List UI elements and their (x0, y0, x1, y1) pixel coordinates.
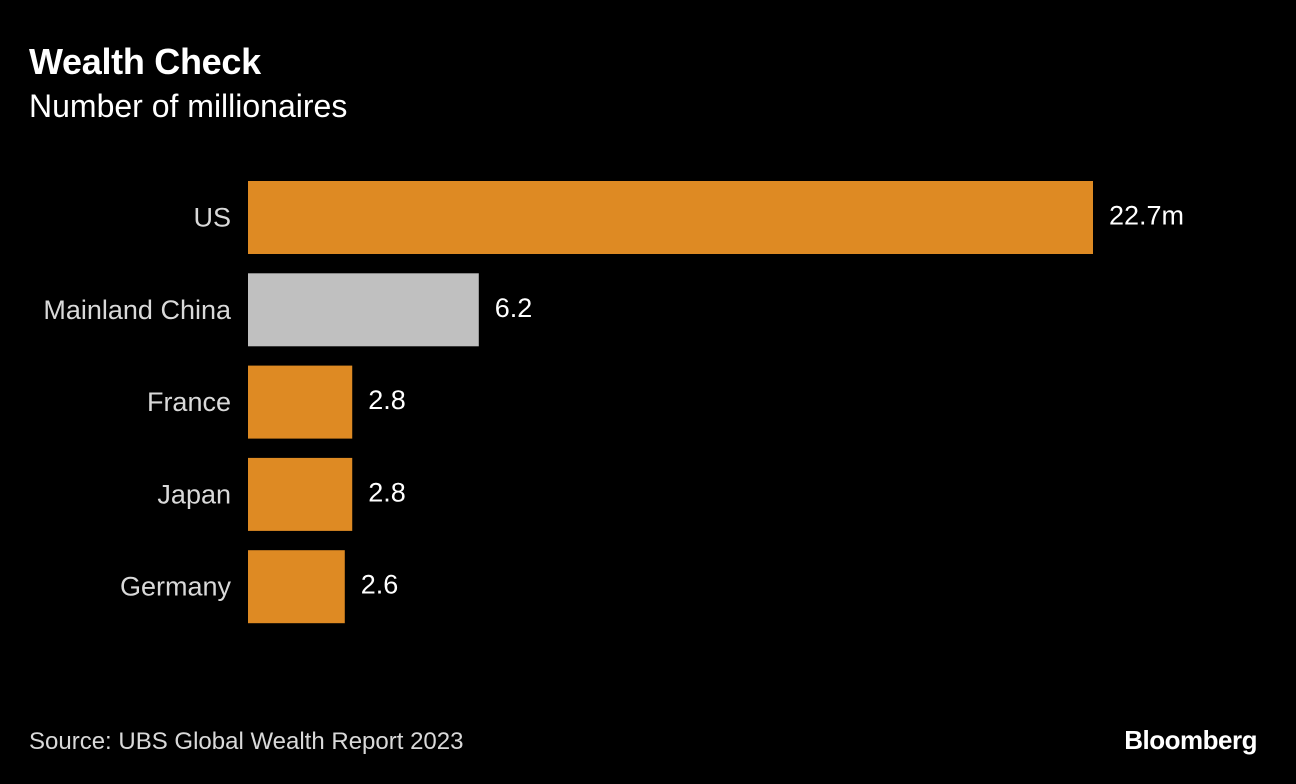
value-label-france: 2.8 (368, 385, 406, 415)
category-label-france: France (147, 387, 231, 417)
value-label-japan: 2.8 (368, 477, 406, 507)
bar-france (248, 365, 353, 439)
bar-mainland-china (248, 273, 479, 347)
category-label-mainland-china: Mainland China (43, 295, 232, 325)
category-label-germany: Germany (120, 572, 232, 602)
category-label-us: US (193, 203, 231, 233)
source-note: Source: UBS Global Wealth Report 2023 (29, 728, 464, 755)
bar-germany (248, 550, 345, 624)
bar-us (248, 181, 1093, 254)
value-label-mainland-china: 6.2 (495, 293, 533, 323)
category-label-japan: Japan (157, 479, 231, 509)
chart-title: Wealth Check (29, 41, 261, 82)
chart-subtitle: Number of millionaires (29, 88, 348, 124)
bloomberg-logo: Bloomberg (1124, 725, 1257, 755)
value-label-us: 22.7m (1109, 201, 1184, 231)
bar-japan (248, 457, 353, 531)
value-label-germany: 2.6 (361, 570, 399, 600)
